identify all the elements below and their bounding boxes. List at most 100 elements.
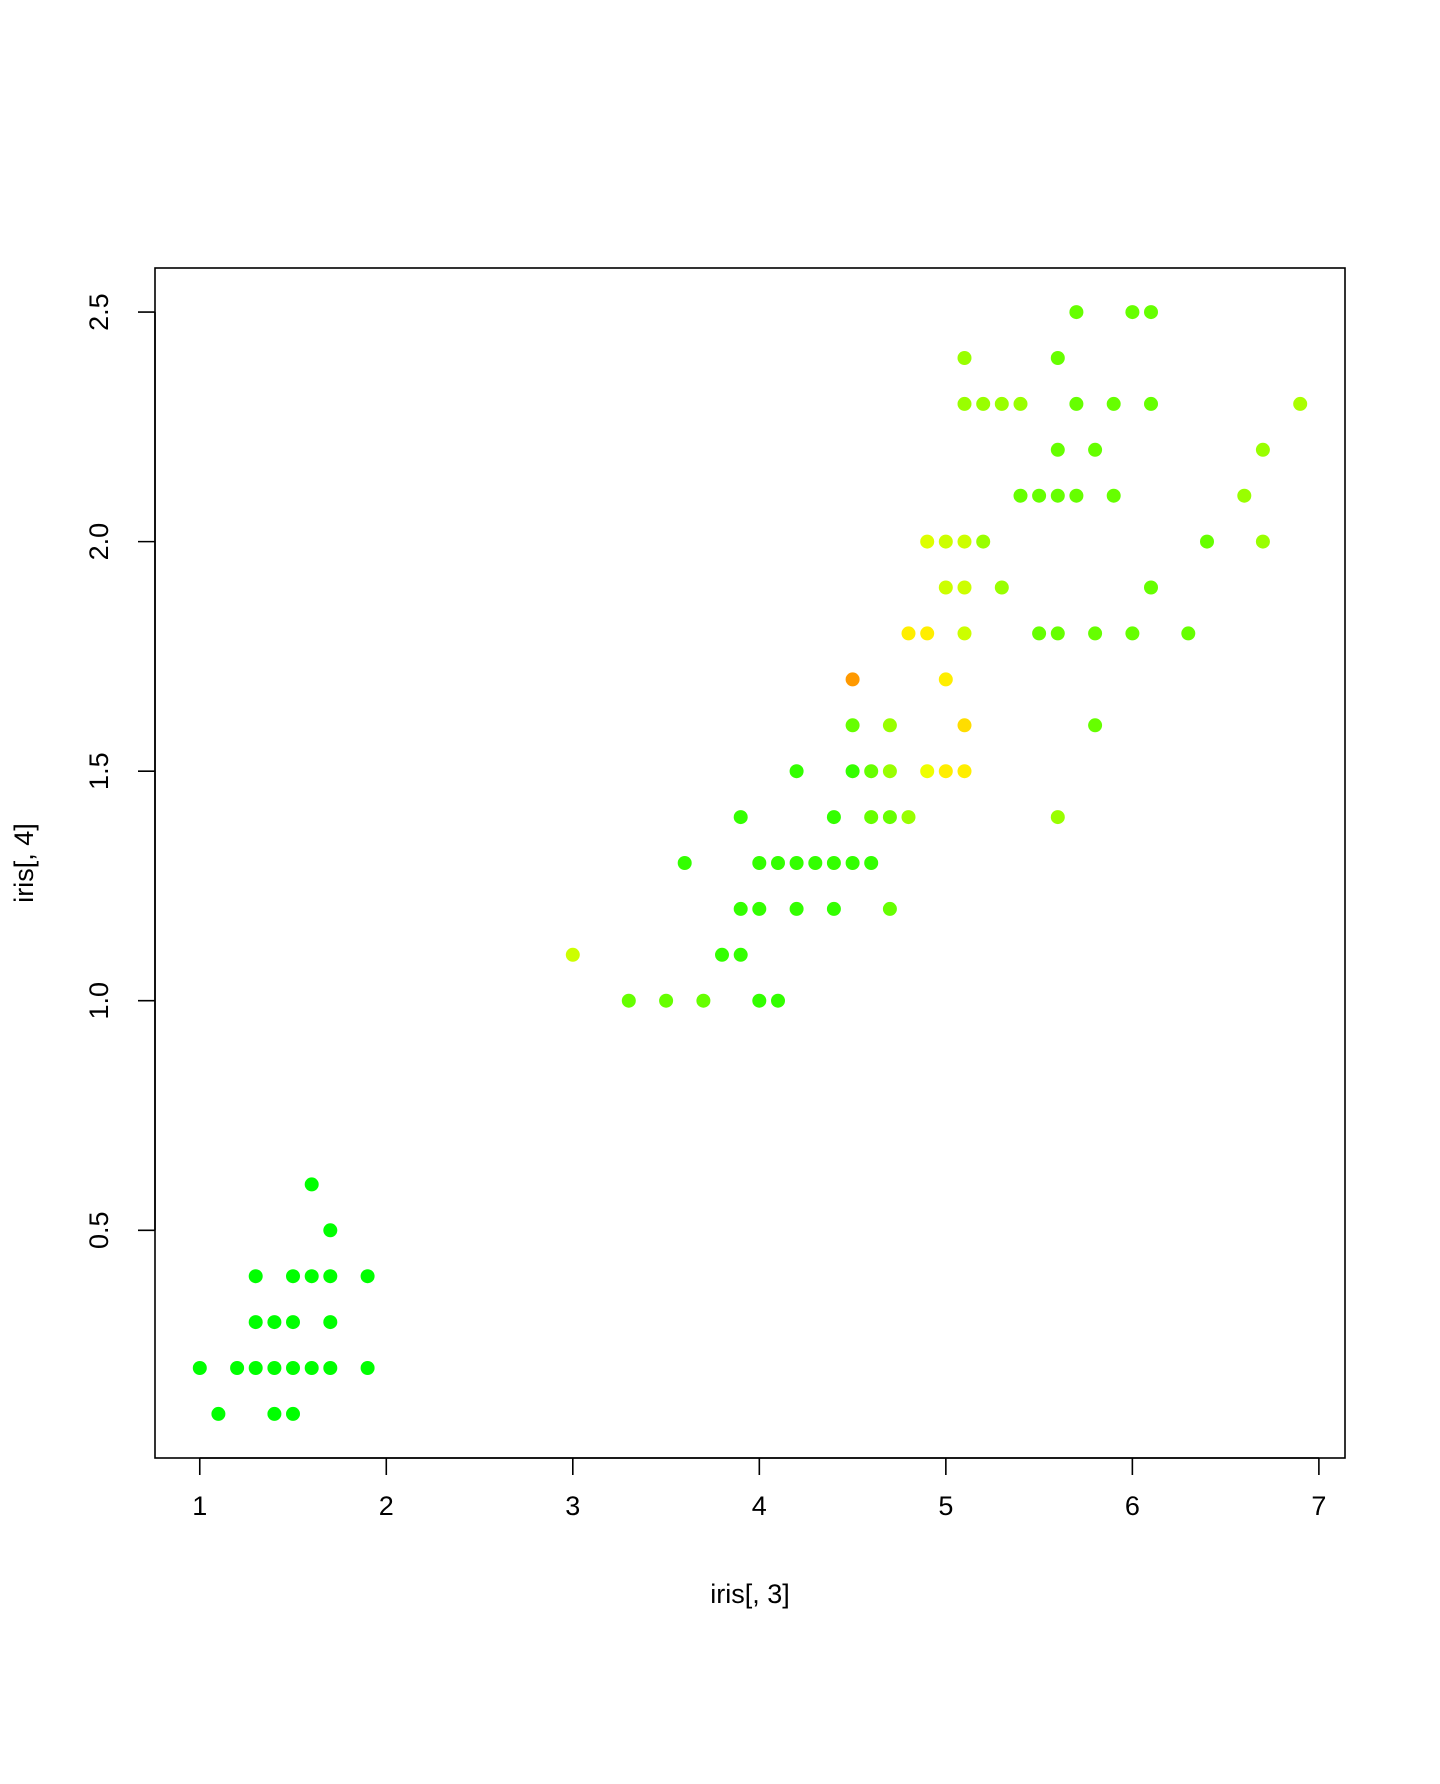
data-point	[1088, 626, 1103, 641]
x-tick-label: 7	[1311, 1491, 1326, 1521]
data-point	[1069, 396, 1084, 411]
data-point	[1088, 718, 1103, 733]
data-point	[752, 901, 767, 916]
x-tick-label: 3	[565, 1491, 580, 1521]
x-tick-label: 1	[192, 1491, 207, 1521]
data-point	[808, 856, 823, 870]
data-point	[1144, 396, 1158, 411]
data-point	[845, 718, 860, 733]
data-point	[826, 810, 841, 825]
data-point	[826, 856, 841, 870]
data-point	[565, 947, 580, 962]
x-tick-label: 6	[1125, 1491, 1140, 1521]
data-point	[248, 1361, 263, 1375]
y-axis: 0.5 1.0 1.5 2.0 2.5	[84, 293, 156, 1250]
y-tick-label: 1.0	[84, 982, 114, 1020]
data-point	[901, 810, 916, 825]
data-point	[1293, 396, 1308, 411]
data-point	[882, 901, 897, 916]
data-point	[845, 856, 860, 870]
data-point	[267, 1315, 282, 1330]
data-point	[938, 672, 953, 687]
data-point	[248, 1269, 263, 1284]
y-axis-title: iris[, 4]	[9, 823, 39, 903]
data-point	[789, 764, 804, 779]
data-point	[1181, 626, 1196, 641]
data-point	[1106, 488, 1121, 503]
data-point	[1106, 396, 1121, 411]
data-point	[957, 626, 972, 641]
data-point	[696, 993, 711, 1008]
data-point	[286, 1269, 300, 1284]
y-tick-label: 2.0	[84, 523, 114, 561]
data-point	[659, 993, 674, 1008]
data-point	[677, 856, 692, 870]
data-point	[920, 534, 935, 549]
x-tick-label: 5	[938, 1491, 953, 1521]
data-point	[994, 396, 1009, 411]
data-point	[938, 764, 953, 779]
data-point	[976, 396, 991, 411]
data-point	[267, 1406, 282, 1421]
x-axis-title: iris[, 3]	[710, 1579, 790, 1609]
data-point	[1050, 351, 1065, 365]
data-point	[864, 856, 879, 870]
data-point	[957, 534, 972, 549]
data-point	[789, 901, 804, 916]
y-tick-label: 2.5	[84, 293, 114, 331]
data-point	[957, 580, 972, 595]
data-point	[994, 580, 1009, 595]
data-point	[1032, 626, 1047, 641]
data-point	[621, 993, 636, 1008]
data-point	[1088, 442, 1103, 457]
points-layer	[192, 305, 1308, 1421]
data-point	[938, 580, 953, 595]
data-point	[304, 1361, 319, 1375]
data-point	[286, 1361, 300, 1375]
data-point	[957, 351, 972, 365]
data-point	[957, 718, 972, 733]
data-point	[957, 396, 972, 411]
data-point	[192, 1361, 207, 1375]
data-point	[901, 626, 916, 641]
data-point	[920, 626, 935, 641]
x-tick-label: 4	[752, 1491, 767, 1521]
data-point	[230, 1361, 245, 1375]
data-point	[882, 718, 897, 733]
data-point	[938, 534, 953, 549]
y-tick-label: 0.5	[84, 1212, 114, 1250]
data-point	[1013, 396, 1028, 411]
data-point	[733, 810, 748, 825]
data-point	[1125, 305, 1140, 320]
data-point	[1144, 305, 1158, 320]
data-point	[304, 1269, 319, 1284]
data-point	[826, 901, 841, 916]
data-point	[957, 764, 972, 779]
data-point	[1050, 442, 1065, 457]
data-point	[1237, 488, 1252, 503]
data-point	[1050, 626, 1065, 641]
data-point	[267, 1361, 282, 1375]
data-point	[323, 1223, 338, 1238]
data-point	[211, 1406, 226, 1421]
data-point	[1050, 488, 1065, 503]
data-point	[733, 947, 748, 962]
data-point	[323, 1315, 338, 1330]
data-point	[1125, 626, 1140, 641]
data-point	[752, 993, 767, 1008]
data-point	[771, 993, 785, 1008]
x-tick-label: 2	[379, 1491, 394, 1521]
data-point	[360, 1269, 375, 1284]
data-point	[1144, 580, 1158, 595]
data-point	[1069, 488, 1084, 503]
data-point	[286, 1406, 300, 1421]
x-axis: 1 2 3 4 5 6 7	[192, 1457, 1326, 1521]
data-point	[1050, 810, 1065, 825]
data-point	[715, 947, 729, 962]
data-point	[845, 672, 860, 687]
data-point	[920, 764, 935, 779]
data-point	[1069, 305, 1084, 320]
data-point	[1032, 488, 1047, 503]
data-point	[864, 764, 879, 779]
data-point	[882, 810, 897, 825]
